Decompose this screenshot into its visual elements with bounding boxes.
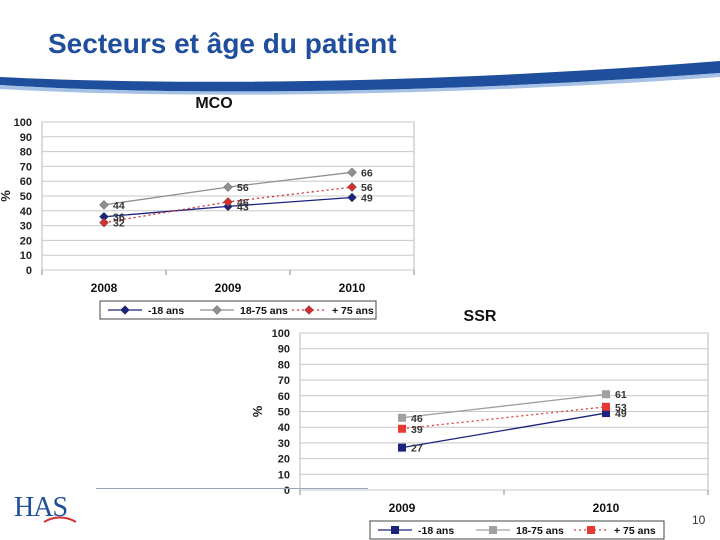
data-label: 36: [113, 212, 125, 224]
data-label: 56: [361, 182, 373, 194]
data-label: 43: [237, 201, 249, 213]
x-tick-label: 2009: [389, 501, 416, 515]
legend-marker: [391, 526, 399, 534]
legend-marker: [489, 526, 497, 534]
data-point: [347, 192, 357, 203]
y-tick-label: 30: [20, 221, 32, 233]
y-tick-label: 40: [20, 206, 32, 218]
y-tick-label: 60: [278, 391, 290, 403]
data-label: 66: [361, 167, 373, 179]
y-tick-label: 100: [272, 328, 290, 340]
data-point: [602, 402, 610, 411]
data-label: 49: [615, 408, 627, 420]
data-label: 49: [361, 192, 373, 204]
data-point: [602, 390, 610, 399]
data-point: [398, 424, 406, 433]
footer-divider: [96, 488, 368, 489]
data-label: 46: [237, 197, 249, 209]
legend-marker: [120, 305, 130, 315]
data-point: [398, 443, 406, 452]
y-tick-label: 80: [20, 147, 32, 159]
data-label: 44: [113, 200, 125, 212]
legend-box: [369, 520, 665, 540]
page-number: 10: [692, 513, 706, 527]
legend-label: -18 ans: [418, 525, 454, 537]
y-tick-label: 80: [278, 359, 290, 371]
data-label: 53: [615, 402, 627, 414]
legend-box: [99, 300, 377, 320]
legend-marker: [587, 526, 595, 534]
data-label: 32: [113, 218, 125, 230]
data-point: [602, 409, 610, 418]
data-point: [398, 413, 406, 422]
y-tick-label: 90: [278, 344, 290, 356]
data-point: [99, 217, 109, 228]
x-tick-label: 2010: [339, 281, 366, 295]
data-point: [99, 200, 109, 210]
x-tick-label: 2010: [593, 501, 620, 515]
header-swoosh: [0, 61, 720, 95]
y-tick-label: 30: [278, 438, 290, 450]
data-label: 27: [411, 443, 423, 455]
data-label: 61: [615, 389, 627, 401]
legend-label: + 75 ans: [614, 525, 656, 537]
y-tick-label: 100: [14, 117, 32, 129]
y-tick-label: 0: [26, 265, 32, 277]
y-tick-label: 70: [20, 161, 32, 173]
data-label: 56: [237, 182, 249, 194]
legend-label: + 75 ans: [332, 305, 374, 317]
data-label: 46: [411, 413, 423, 425]
legend-label: -18 ans: [148, 305, 184, 317]
y-tick-label: 90: [20, 132, 32, 144]
y-tick-label: 20: [278, 454, 290, 466]
legend-marker: [304, 305, 314, 315]
legend-marker: [212, 305, 222, 315]
y-tick-label: 20: [20, 235, 32, 247]
y-tick-label: 40: [278, 422, 290, 434]
series-line: [401, 393, 607, 419]
data-point: [223, 197, 233, 207]
legend-label: 18-75 ans: [240, 305, 288, 317]
y-tick-label: 10: [20, 250, 32, 262]
has-logo: HAS: [14, 492, 84, 528]
data-point: [347, 182, 357, 192]
chart-title: SSR: [464, 308, 497, 325]
x-tick-label: 2009: [215, 281, 242, 295]
chart-title: MCO: [195, 95, 232, 112]
y-tick-label: 70: [278, 375, 290, 387]
x-tick-label: 2008: [91, 281, 118, 295]
data-label: 39: [411, 424, 423, 436]
y-tick-label: 10: [278, 469, 290, 481]
series-line: [401, 406, 607, 430]
y-tick-label: 50: [278, 407, 290, 419]
series-line: [401, 412, 607, 449]
y-tick-label: 60: [20, 176, 32, 188]
data-point: [347, 167, 357, 178]
data-point: [223, 182, 233, 192]
slide-title: Secteurs et âge du patient: [48, 28, 397, 59]
y-tick-label: 0: [284, 485, 290, 497]
legend-label: 18-75 ans: [516, 525, 564, 537]
y-tick-label: 50: [20, 191, 32, 203]
y-axis-label: %: [250, 405, 265, 417]
y-axis-label: %: [0, 190, 13, 202]
